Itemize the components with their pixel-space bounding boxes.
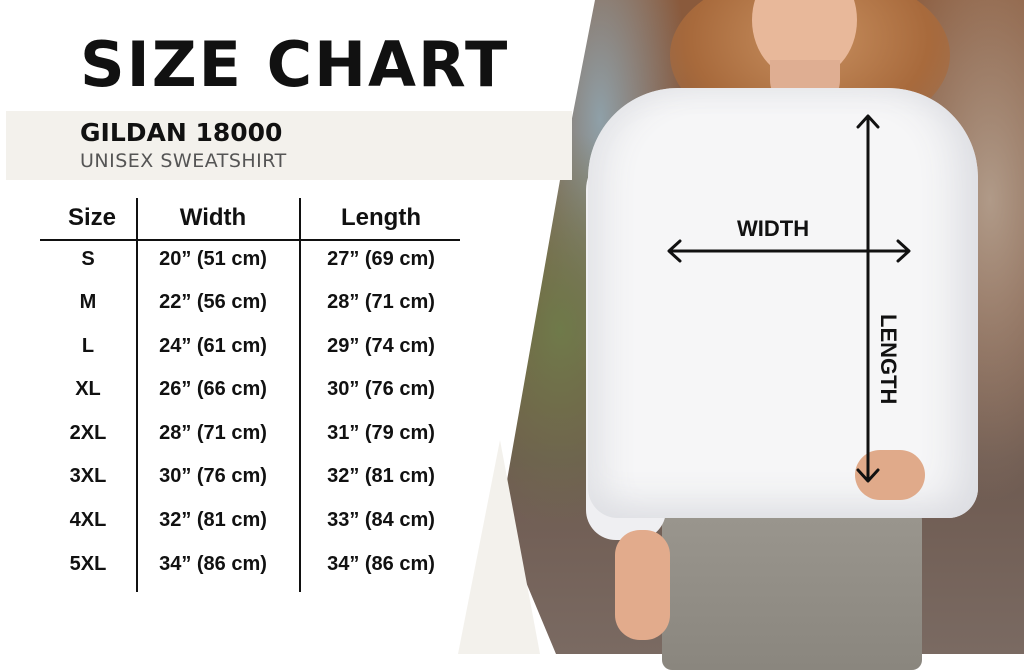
width-arrow-left-head (667, 239, 682, 263)
cell-size: S (81, 248, 95, 270)
product-type: UNISEX SWEATSHIRT (80, 150, 287, 172)
header-length: Length (341, 204, 421, 231)
cell-length: 29” (74 cm) (327, 335, 435, 357)
cell-size: XL (75, 378, 101, 400)
column-divider (299, 198, 301, 592)
cell-size: 5XL (69, 553, 107, 575)
header-size: Size (67, 204, 117, 231)
cell-width: 28” (71 cm) (159, 422, 267, 444)
cell-size: 4XL (69, 509, 107, 531)
cell-width: 20” (51 cm) (159, 248, 267, 270)
width-arrow-right-head (896, 239, 911, 263)
cell-width: 22” (56 cm) (159, 291, 267, 313)
product-brand: GILDAN 18000 (80, 118, 283, 147)
header-width: Width (179, 204, 247, 231)
cell-length: 34” (86 cm) (327, 553, 435, 575)
cell-size: M (79, 291, 97, 313)
cell-length: 28” (71 cm) (327, 291, 435, 313)
cell-length: 30” (76 cm) (327, 378, 435, 400)
cell-width: 24” (61 cm) (159, 335, 267, 357)
length-label: LENGTH (876, 314, 901, 405)
width-label: WIDTH (737, 216, 810, 241)
cell-width: 26” (66 cm) (159, 378, 267, 400)
cell-length: 32” (81 cm) (327, 465, 435, 487)
length-arrow-top-head (856, 114, 880, 129)
measurement-arrows (667, 114, 911, 483)
cell-width: 32” (81 cm) (159, 509, 267, 531)
cell-length: 27” (69 cm) (327, 248, 435, 270)
cell-size: 3XL (69, 465, 107, 487)
cell-size: L (81, 335, 95, 357)
cell-size: 2XL (69, 422, 107, 444)
pants (662, 510, 922, 670)
column-divider (136, 198, 138, 592)
length-arrow-bottom-head (856, 468, 880, 483)
product-band (6, 111, 572, 180)
page-title: SIZE CHART (80, 28, 510, 101)
header-divider (40, 239, 460, 241)
left-hand (615, 530, 670, 640)
cell-width: 34” (86 cm) (159, 553, 267, 575)
sweatshirt (588, 88, 978, 518)
cell-width: 30” (76 cm) (159, 465, 267, 487)
cell-length: 31” (79 cm) (327, 422, 435, 444)
cell-length: 33” (84 cm) (327, 509, 435, 531)
